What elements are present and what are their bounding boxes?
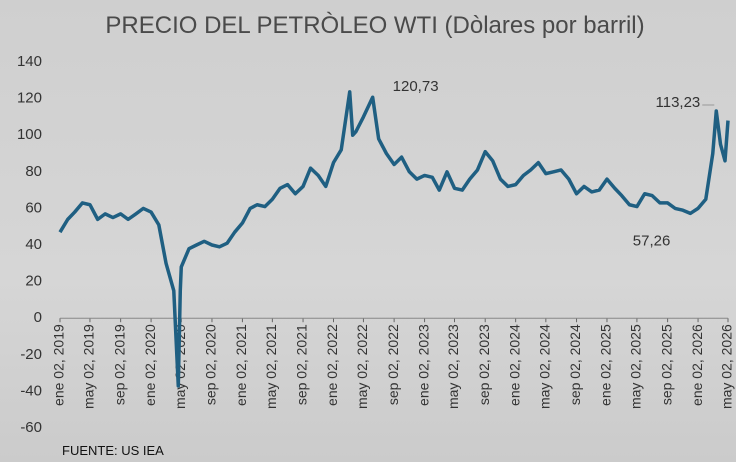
- x-tick-label: ene 02, 2025: [598, 324, 614, 406]
- x-tick-label: may 02, 2021: [263, 324, 279, 409]
- x-tick-label: ene 02, 2026: [689, 324, 705, 406]
- x-tick-label: sep 02, 2019: [111, 324, 127, 405]
- y-tick-label: 60: [25, 199, 42, 216]
- annotation: 113,23: [656, 94, 701, 111]
- x-tick-label: ene 02, 2021: [233, 324, 249, 406]
- chart-title: PRECIO DEL PETRÒLEO WTI (Dòlares por bar…: [105, 12, 645, 39]
- x-tick-label: ene 02, 2022: [324, 324, 340, 406]
- annotation: 57,26: [633, 232, 671, 249]
- x-tick-label: ene 02, 2019: [51, 324, 67, 406]
- x-tick-label: sep 02, 2020: [203, 324, 219, 405]
- x-tick-label: may 02, 2025: [628, 324, 644, 409]
- x-tick-label: may 02, 2022: [354, 324, 370, 409]
- y-tick-label: -60: [20, 419, 42, 436]
- x-tick-label: may 02, 2019: [81, 324, 97, 409]
- x-tick-label: may 02, 2026: [719, 324, 735, 409]
- line: [58, 90, 730, 388]
- annotation: 120,73: [393, 78, 439, 95]
- x-tick-label: sep 02, 2024: [567, 324, 583, 405]
- x-tick-label: sep 02, 2021: [294, 324, 310, 405]
- y-tick-label: 80: [25, 163, 42, 180]
- y-tick-label: -40: [20, 382, 42, 399]
- y-tick-label: 0: [34, 309, 42, 326]
- x-tick-label: sep 02, 2025: [658, 324, 674, 405]
- x-tick-label: sep 02, 2023: [476, 324, 492, 405]
- x-tick-label: ene 02, 2023: [415, 324, 431, 406]
- source: FUENTE: US IEA: [62, 443, 164, 458]
- x-tick-label: may 02, 2024: [537, 324, 553, 409]
- x-tick-label: may 02, 2023: [445, 324, 461, 409]
- y-tick-label: 140: [17, 53, 42, 70]
- x-tick-label: sep 02, 2022: [385, 324, 401, 405]
- x-tick-label: ene 02, 2020: [142, 324, 158, 406]
- y-tick-label: 100: [17, 126, 42, 143]
- y-tick-label: -20: [20, 346, 42, 363]
- x-tick-label: ene 02, 2024: [506, 324, 522, 406]
- y-tick-label: 40: [25, 236, 42, 253]
- y-tick-label: 20: [25, 273, 42, 290]
- y-tick-label: 120: [17, 90, 42, 107]
